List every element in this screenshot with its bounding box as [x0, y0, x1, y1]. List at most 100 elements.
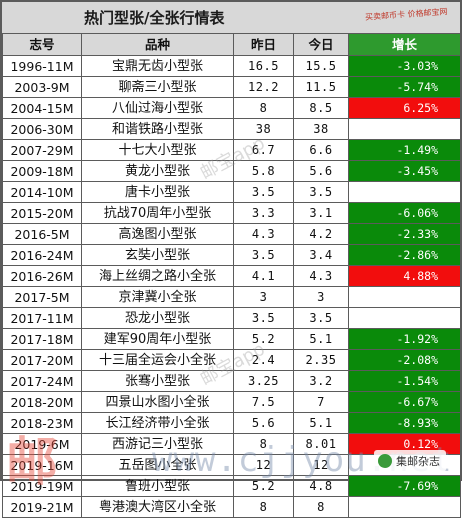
row-today: 3.5 [293, 307, 349, 329]
row-change: -2.33% [348, 223, 461, 245]
row-prev: 8 [233, 496, 294, 518]
table-row: 2017-11M 恐龙小型张 3.5 3.5 [2, 307, 461, 329]
row-change [348, 496, 461, 518]
row-name: 宝鼎无齿小型张 [81, 55, 234, 77]
row-today: 3.2 [293, 370, 349, 392]
row-today: 2.35 [293, 349, 349, 371]
row-code: 2014-10M [2, 181, 82, 203]
row-code: 2017-5M [2, 286, 82, 308]
table-row: 2006-30M 和谐铁路小型张 38 38 [2, 118, 461, 140]
wechat-icon [378, 454, 392, 468]
table-row: 2017-20M 十三届全运会小全张 2.4 2.35 -2.08% [2, 349, 461, 371]
table-row: 2019-21M 粤港澳大湾区小全张 8 8 [2, 496, 461, 518]
row-change [348, 181, 461, 203]
row-name: 长江经济带小全张 [81, 412, 234, 434]
row-today: 3 [293, 286, 349, 308]
row-today: 8.5 [293, 97, 349, 119]
row-today: 7 [293, 391, 349, 413]
row-name: 抗战70周年小型张 [81, 202, 234, 224]
row-code: 2017-11M [2, 307, 82, 329]
row-name: 建军90周年小型张 [81, 328, 234, 350]
row-code: 2006-30M [2, 118, 82, 140]
row-prev: 8 [233, 97, 294, 119]
row-name: 高逸图小型张 [81, 223, 234, 245]
row-today: 15.5 [293, 55, 349, 77]
source-badge: 集邮杂志 [374, 450, 446, 472]
row-prev: 3.3 [233, 202, 294, 224]
table-row: 2014-10M 唐卡小型张 3.5 3.5 [2, 181, 461, 203]
row-name: 京津冀小全张 [81, 286, 234, 308]
row-name: 聊斋三小型张 [81, 76, 234, 98]
price-table: 志号 品种 昨日 今日 增长 1996-11M 宝鼎无齿小型张 16.5 15.5 -3… [2, 33, 461, 518]
row-name: 粤港澳大湾区小全张 [81, 496, 234, 518]
row-change: -6.67% [348, 391, 461, 413]
row-prev: 2.4 [233, 349, 294, 371]
row-change: -3.03% [348, 55, 461, 77]
row-code: 2003-9M [2, 76, 82, 98]
seller-stamp: 买卖邮币卡 价格邮宝网 [364, 7, 448, 22]
row-name: 唐卡小型张 [81, 181, 234, 203]
row-prev: 3 [233, 286, 294, 308]
table-row: 2017-5M 京津冀小全张 3 3 [2, 286, 461, 308]
watermark-logo: 邮 [6, 433, 63, 493]
row-code: 2017-24M [2, 370, 82, 392]
table-row: 2016-5M 高逸图小型张 4.3 4.2 -2.33% [2, 223, 461, 245]
table-row: 2009-18M 黄龙小型张 5.8 5.6 -3.45% [2, 160, 461, 182]
row-prev: 4.3 [233, 223, 294, 245]
header-prev: 昨日 [233, 33, 294, 56]
row-name: 和谐铁路小型张 [81, 118, 234, 140]
row-prev: 3.5 [233, 244, 294, 266]
row-code: 2004-15M [2, 97, 82, 119]
row-today: 5.6 [293, 160, 349, 182]
header-change: 增长 [348, 33, 461, 56]
row-change: -2.08% [348, 349, 461, 371]
table-row: 2004-15M 八仙过海小型张 8 8.5 6.25% [2, 97, 461, 119]
row-change: -2.86% [348, 244, 461, 266]
row-change: -3.45% [348, 160, 461, 182]
row-today: 3.1 [293, 202, 349, 224]
row-change: -5.74% [348, 76, 461, 98]
row-prev: 3.5 [233, 181, 294, 203]
row-today: 5.1 [293, 328, 349, 350]
row-today: 5.1 [293, 412, 349, 434]
table-row: 2017-24M 张骞小型张 3.25 3.2 -1.54% [2, 370, 461, 392]
row-prev: 3.5 [233, 307, 294, 329]
table-row: 2015-20M 抗战70周年小型张 3.3 3.1 -6.06% [2, 202, 461, 224]
header-code: 志号 [2, 33, 82, 56]
row-change [348, 307, 461, 329]
table-row: 2003-9M 聊斋三小型张 12.2 11.5 -5.74% [2, 76, 461, 98]
row-name: 黄龙小型张 [81, 160, 234, 182]
row-prev: 16.5 [233, 55, 294, 77]
page-title: 热门型张/全张行情表 [84, 9, 225, 27]
row-name: 恐龙小型张 [81, 307, 234, 329]
row-code: 2016-24M [2, 244, 82, 266]
table-row: 2018-23M 长江经济带小全张 5.6 5.1 -8.93% [2, 412, 461, 434]
row-change: -8.93% [348, 412, 461, 434]
row-name: 四景山水图小全张 [81, 391, 234, 413]
row-change [348, 118, 461, 140]
row-prev: 4.1 [233, 265, 294, 287]
row-change: -1.54% [348, 370, 461, 392]
row-change: 0.12% [348, 433, 461, 455]
header-today: 今日 [293, 33, 349, 56]
row-today: 6.6 [293, 139, 349, 161]
row-change: -1.49% [348, 139, 461, 161]
row-code: 2019-21M [2, 496, 82, 518]
row-today: 11.5 [293, 76, 349, 98]
table-row: 2018-20M 四景山水图小全张 7.5 7 -6.67% [2, 391, 461, 413]
row-today: 3.4 [293, 244, 349, 266]
table-body: 1996-11M 宝鼎无齿小型张 16.5 15.5 -3.03% 2003-9M 聊斋三小… [2, 55, 461, 518]
row-prev: 3.25 [233, 370, 294, 392]
row-today: 3.5 [293, 181, 349, 203]
row-name: 八仙过海小型张 [81, 97, 234, 119]
row-prev: 7.5 [233, 391, 294, 413]
row-name: 海上丝绸之路小全张 [81, 265, 234, 287]
header-row: 志号 品种 昨日 今日 增长 [2, 33, 461, 56]
row-code: 2016-26M [2, 265, 82, 287]
row-code: 2009-18M [2, 160, 82, 182]
row-code: 2017-18M [2, 328, 82, 350]
table-row: 2017-18M 建军90周年小型张 5.2 5.1 -1.92% [2, 328, 461, 350]
table-row: 1996-11M 宝鼎无齿小型张 16.5 15.5 -3.03% [2, 55, 461, 77]
row-today: 4.3 [293, 265, 349, 287]
row-today: 8 [293, 496, 349, 518]
